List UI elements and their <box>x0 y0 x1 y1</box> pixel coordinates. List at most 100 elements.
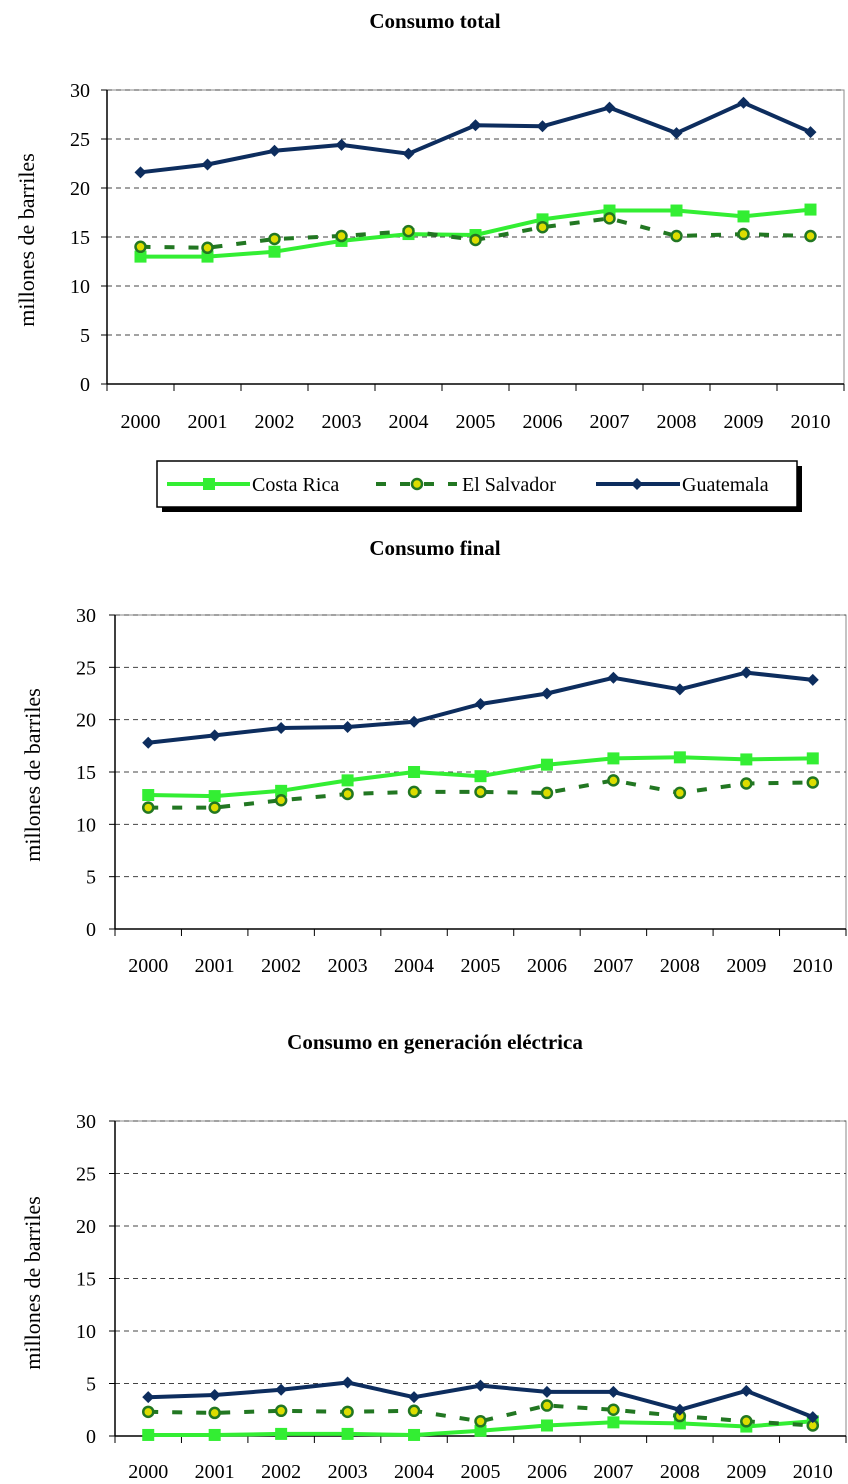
point-guatemala <box>737 96 750 109</box>
x-tick-label: 2000 <box>128 1461 168 1483</box>
point-guatemala <box>536 120 549 133</box>
point-costa-rica <box>142 1428 155 1441</box>
point-el-salvador <box>274 794 288 807</box>
point-el-salvador <box>607 774 620 787</box>
point-costa-rica <box>341 1427 354 1440</box>
point-costa-rica <box>540 1419 553 1432</box>
x-tick-label: 2004 <box>394 1461 434 1483</box>
point-el-salvador <box>540 1399 554 1412</box>
point-costa-rica <box>142 789 155 802</box>
series-line-el-salvador <box>148 778 813 810</box>
y-tick-label: 15 <box>76 762 96 784</box>
point-el-salvador <box>670 229 683 243</box>
point-guatemala <box>603 101 616 114</box>
x-tick-label: 2006 <box>527 955 567 977</box>
y-tick-label: 0 <box>86 919 96 941</box>
point-guatemala <box>474 1379 487 1392</box>
y-tick-label: 0 <box>86 1426 96 1448</box>
point-guatemala <box>275 1383 288 1396</box>
point-guatemala <box>134 166 147 179</box>
legend-swatch-el-salvador-marker <box>410 477 424 491</box>
point-el-salvador <box>407 1404 421 1418</box>
point-el-salvador <box>469 233 482 247</box>
y-tick-label: 25 <box>70 129 90 151</box>
y-tick-label: 5 <box>86 1374 96 1396</box>
y-tick-label: 20 <box>76 1216 96 1238</box>
x-tick-label: 2003 <box>322 411 362 433</box>
x-tick-label: 2009 <box>726 955 766 977</box>
point-el-salvador <box>141 1405 155 1419</box>
point-costa-rica <box>275 1427 288 1440</box>
y-tick-label: 10 <box>76 1321 96 1343</box>
point-el-salvador <box>804 229 817 243</box>
point-guatemala <box>740 666 753 679</box>
legend-label-el-salvador: El Salvador <box>462 474 556 496</box>
point-guatemala <box>208 729 221 742</box>
chart-consumo-total: Consumo total millones de barriles 0 5 10 1… <box>14 9 845 433</box>
point-guatemala <box>335 138 348 151</box>
y-tick-label: 10 <box>76 814 96 836</box>
x-tick-label: 2009 <box>724 411 764 433</box>
point-costa-rica <box>474 770 487 783</box>
point-el-salvador <box>201 241 214 255</box>
point-guatemala <box>806 673 819 686</box>
y-tick-label: 30 <box>70 80 90 102</box>
point-guatemala <box>408 715 421 728</box>
y-tick-label: 25 <box>76 1164 96 1186</box>
x-tick-label: 2007 <box>593 1461 633 1483</box>
point-guatemala <box>469 119 482 132</box>
point-el-salvador <box>474 785 487 799</box>
chart-title: Consumo final <box>369 536 500 560</box>
point-el-salvador <box>341 1405 354 1419</box>
y-tick-label: 30 <box>76 605 96 627</box>
point-el-salvador <box>673 786 687 800</box>
point-el-salvador <box>806 776 820 789</box>
point-el-salvador <box>141 801 155 814</box>
point-costa-rica <box>804 203 817 216</box>
point-guatemala <box>142 736 155 749</box>
point-costa-rica <box>607 752 620 765</box>
legend-label-guatemala: Guatemala <box>682 474 769 496</box>
y-tick-label: 25 <box>76 657 96 679</box>
point-guatemala <box>607 671 620 684</box>
point-el-salvador <box>607 1403 620 1416</box>
point-el-salvador <box>540 786 554 800</box>
point-guatemala <box>201 158 214 171</box>
x-tick-label: 2006 <box>527 1461 567 1483</box>
x-tick-label: 2009 <box>726 1461 766 1483</box>
point-el-salvador <box>740 777 753 790</box>
point-costa-rica <box>673 751 686 764</box>
point-el-salvador <box>341 787 354 801</box>
point-guatemala <box>268 144 281 157</box>
y-tick-label: 5 <box>80 325 90 347</box>
point-costa-rica <box>540 758 553 771</box>
point-costa-rica <box>408 1428 421 1441</box>
chart-consumo-generacion-electrica: Consumo en generación eléctrica millones… <box>20 1030 847 1483</box>
point-costa-rica <box>806 752 819 765</box>
point-costa-rica <box>474 1424 487 1437</box>
point-guatemala <box>540 1385 553 1398</box>
series-line-el-salvador <box>148 1403 813 1428</box>
chart-consumo-final: Consumo final millones de barriles 0 5 10 1… <box>20 536 847 977</box>
x-tick-label: 2000 <box>128 955 168 977</box>
point-guatemala <box>142 1391 155 1404</box>
x-tick-label: 2004 <box>394 955 434 977</box>
point-guatemala <box>275 722 288 735</box>
point-el-salvador <box>268 232 281 246</box>
y-axis-label: millones de barriles <box>14 153 39 327</box>
y-tick-label: 20 <box>76 710 96 732</box>
x-tick-label: 2008 <box>657 411 697 433</box>
x-tick-label: 2003 <box>328 1461 368 1483</box>
point-el-salvador <box>335 229 348 243</box>
point-costa-rica <box>275 784 288 797</box>
point-guatemala <box>804 126 817 139</box>
legend-label-costa-rica: Costa Rica <box>252 474 339 496</box>
y-tick-label: 5 <box>86 867 96 889</box>
chart-title: Consumo total <box>369 9 500 33</box>
point-guatemala <box>474 697 487 710</box>
point-guatemala <box>540 687 553 700</box>
point-costa-rica <box>670 204 683 217</box>
point-guatemala <box>402 147 415 160</box>
point-guatemala <box>670 127 683 140</box>
